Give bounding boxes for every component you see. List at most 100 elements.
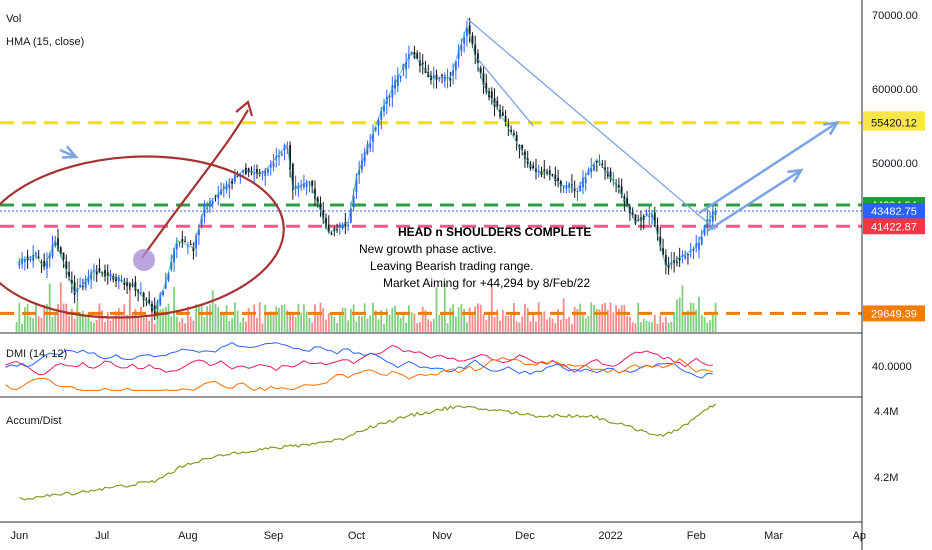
candle-body (391, 85, 394, 98)
volume-bar (369, 315, 372, 332)
candle-body (482, 72, 485, 86)
time-tick-label: Oct (348, 530, 365, 542)
small-arrow[interactable] (59, 148, 77, 159)
main-pane[interactable] (0, 17, 862, 332)
volume-bar (151, 308, 153, 332)
volume-bar (148, 320, 151, 332)
volume-bar (675, 299, 678, 332)
volume-bar (584, 318, 587, 332)
volume-bar (521, 316, 524, 332)
volume-bar (441, 313, 443, 332)
candle-body (319, 205, 322, 211)
volume-bar (286, 310, 289, 332)
accum-dist-pane[interactable] (19, 403, 717, 501)
candle-body (253, 172, 256, 175)
volume-bar (109, 320, 112, 332)
candle-body (314, 188, 316, 199)
price-tag[interactable] (863, 305, 925, 322)
volume-bar (21, 323, 24, 332)
candle-body (363, 152, 366, 162)
hand-drawn-ellipse[interactable] (0, 147, 289, 328)
candle-body (29, 258, 32, 261)
candle-body (57, 238, 59, 250)
volume-bar (405, 322, 408, 332)
volume-bar (40, 318, 43, 332)
short-trendline[interactable] (477, 58, 534, 127)
dmi-pane[interactable] (5, 342, 713, 391)
volume-bar (587, 316, 590, 332)
candle-body (468, 25, 471, 35)
projection-arrow-2[interactable] (706, 169, 802, 232)
candle-body (162, 290, 164, 296)
volume-bar (242, 317, 245, 332)
volume-bar (435, 287, 438, 332)
volume-bar (421, 306, 424, 332)
volume-bar (678, 297, 681, 332)
volume-bar (471, 314, 474, 332)
candle-body (709, 220, 711, 222)
volume-bar (501, 310, 504, 332)
volume-bar (576, 308, 579, 332)
candle-body (170, 261, 173, 270)
volume-bar (372, 302, 374, 332)
volume-bar (573, 306, 576, 332)
volume-bar (604, 302, 606, 332)
volume-bar (620, 305, 623, 332)
volume-bar (518, 322, 521, 332)
volume-bar (344, 308, 347, 332)
candle-body (714, 210, 717, 216)
volume-bar (170, 316, 173, 332)
price-tag[interactable] (863, 114, 925, 131)
red-arrow[interactable] (141, 109, 249, 259)
legend-vol[interactable]: Vol (6, 13, 21, 25)
candle-body (184, 240, 187, 242)
volume-bar (137, 317, 140, 332)
projection-arrow-1[interactable] (698, 121, 838, 215)
candle-body (593, 164, 595, 171)
volume-bar (76, 302, 79, 332)
time-tick-label: Jul (95, 530, 109, 542)
volume-bar (305, 311, 308, 332)
candle-body (568, 183, 571, 188)
candle-body (590, 167, 593, 173)
candle-body (510, 129, 513, 132)
descending-trendline[interactable] (466, 18, 716, 230)
volume-bar (617, 308, 620, 332)
legend-accum-dist[interactable]: Accum/Dist (6, 415, 62, 427)
volume-bar (673, 312, 676, 332)
dmi-series-line (5, 356, 713, 391)
volume-bar (211, 290, 214, 332)
candle-body (383, 105, 385, 112)
candle-body (543, 169, 546, 172)
volume-bar (32, 318, 35, 332)
red-arrow-head (235, 100, 254, 117)
candle-body (432, 75, 435, 79)
volume-bar (330, 312, 333, 332)
projection-arrow-2-head (787, 168, 804, 183)
annotation-line-1: HEAD n SHOULDERS COMPLETE (398, 225, 591, 239)
candle-body (692, 248, 695, 252)
legend-hma[interactable]: HMA (15, close) (6, 36, 84, 48)
price-tag[interactable] (863, 218, 925, 235)
candle-body (70, 280, 73, 284)
candle-body (372, 134, 374, 142)
marker-dot[interactable] (133, 249, 155, 271)
candle-body (634, 214, 637, 224)
price-axis[interactable]: 70000.0060000.0050000.0055878.7955420.12… (863, 10, 925, 322)
volume-bar (692, 303, 695, 332)
volume-bar (366, 318, 369, 332)
volume-bar (167, 303, 170, 332)
candle-body (264, 170, 267, 177)
volume-bar (156, 309, 159, 332)
volume-bar (432, 318, 435, 332)
volume-bar (524, 303, 526, 332)
legend-dmi[interactable]: DMI (14, 12) (6, 348, 67, 360)
candle-body (504, 115, 507, 122)
time-axis[interactable]: Jun Jul Aug Sep Oct Nov Dec 2022 Feb Mar Ap (10, 530, 866, 542)
volume-bar (714, 302, 717, 332)
volume-bar (319, 302, 322, 332)
volume-bar (134, 308, 137, 332)
volume-bar (454, 316, 457, 332)
candle-body (327, 224, 330, 232)
